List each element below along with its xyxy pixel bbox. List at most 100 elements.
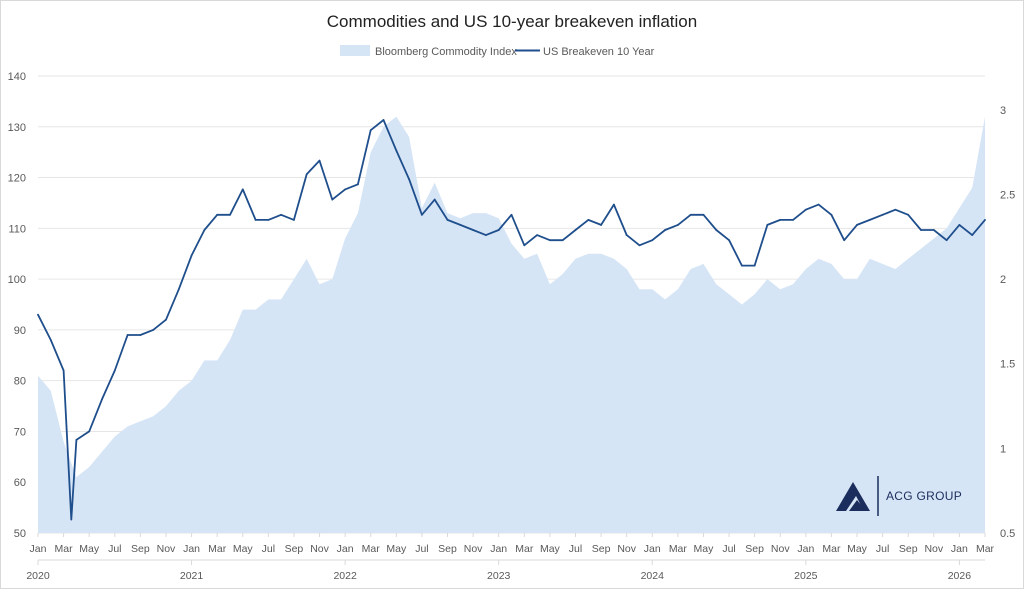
breakeven-point xyxy=(446,218,449,221)
month-tick-label: Jan xyxy=(183,543,200,555)
breakeven-point xyxy=(472,229,475,231)
breakeven-point xyxy=(830,213,833,216)
breakeven-point xyxy=(267,218,270,221)
breakeven-point xyxy=(638,244,641,247)
month-tick-label: May xyxy=(847,543,868,555)
month-tick-label: Mar xyxy=(208,543,227,555)
month-tick-label: Mar xyxy=(976,543,995,555)
month-tick-label: Jan xyxy=(951,543,968,555)
breakeven-point xyxy=(395,149,398,152)
left-tick-label: 120 xyxy=(8,173,26,185)
month-tick-label: Nov xyxy=(464,543,483,555)
month-tick-label: May xyxy=(386,543,407,555)
breakeven-point xyxy=(548,239,551,242)
breakeven-point xyxy=(126,334,129,336)
commodity-area-layer xyxy=(38,116,985,533)
breakeven-point xyxy=(932,229,935,231)
breakeven-point xyxy=(689,213,692,216)
month-tick-label: May xyxy=(233,543,254,555)
month-tick-label: Nov xyxy=(924,543,943,555)
breakeven-point xyxy=(753,264,756,267)
breakeven-point xyxy=(792,218,794,221)
breakeven-point xyxy=(241,188,244,191)
breakeven-point xyxy=(907,213,910,216)
month-tick-label: Mar xyxy=(362,543,381,555)
breakeven-point xyxy=(510,213,513,216)
breakeven-point xyxy=(254,218,257,221)
month-tick-label: Mar xyxy=(822,543,841,555)
logo-mountain-icon xyxy=(836,482,870,511)
breakeven-point xyxy=(229,213,231,216)
legend-label-commodity: Bloomberg Commodity Index xyxy=(375,46,517,58)
month-tick-label: Jan xyxy=(337,543,354,555)
breakeven-point xyxy=(293,218,295,221)
breakeven-point xyxy=(574,229,577,231)
month-tick-label: Jan xyxy=(30,543,47,555)
left-tick-label: 110 xyxy=(8,223,26,235)
breakeven-point xyxy=(651,239,654,242)
month-tick-label: Sep xyxy=(745,543,764,555)
month-tick-label: Sep xyxy=(285,543,304,555)
right-tick-label: 2.5 xyxy=(1000,189,1015,201)
breakeven-point xyxy=(165,318,167,321)
breakeven-point xyxy=(561,239,564,242)
breakeven-point xyxy=(817,203,820,206)
right-axis: 0.5 1 1.5 2 2.5 3 xyxy=(1000,105,1015,540)
acg-logo: ACG GROUP xyxy=(836,476,962,516)
logo-text: ACG GROUP xyxy=(886,489,962,503)
breakeven-point xyxy=(280,213,283,216)
month-tick-label: Sep xyxy=(899,543,918,555)
month-tick-label: Jan xyxy=(797,543,814,555)
left-tick-label: 60 xyxy=(14,477,26,489)
month-tick-label: Mar xyxy=(515,543,534,555)
chart-title: Commodities and US 10-year breakeven inf… xyxy=(327,12,697,31)
breakeven-point xyxy=(49,339,52,341)
breakeven-point xyxy=(728,239,730,242)
breakeven-point xyxy=(433,198,436,201)
breakeven-point xyxy=(971,234,974,237)
month-tick-label: May xyxy=(540,543,561,555)
commodity-index-area xyxy=(38,116,985,533)
year-tick-label: 2025 xyxy=(794,570,818,582)
month-tick-label: May xyxy=(79,543,100,555)
month-tick-label: Jul xyxy=(415,543,428,555)
breakeven-point xyxy=(894,208,897,211)
month-tick-label: Mar xyxy=(55,543,74,555)
month-tick-label: Jul xyxy=(262,543,275,555)
month-tick-label: Sep xyxy=(438,543,457,555)
left-tick-label: 70 xyxy=(14,426,26,438)
left-tick-label: 140 xyxy=(8,71,26,83)
breakeven-point xyxy=(920,229,922,231)
year-tick-label: 2020 xyxy=(26,570,50,582)
breakeven-point xyxy=(625,234,628,237)
breakeven-point xyxy=(152,328,155,331)
breakeven-point xyxy=(766,224,769,226)
breakeven-point xyxy=(740,264,743,267)
breakeven-point xyxy=(75,439,78,441)
breakeven-point xyxy=(664,229,666,231)
left-tick-label: 90 xyxy=(14,325,26,337)
breakeven-point xyxy=(382,119,385,121)
breakeven-point xyxy=(305,173,308,176)
legend-swatch-area xyxy=(340,45,370,56)
breakeven-point xyxy=(62,369,65,372)
left-tick-label: 50 xyxy=(14,528,26,540)
breakeven-point xyxy=(369,129,372,132)
month-tick-label: Jul xyxy=(569,543,582,555)
breakeven-line-layer xyxy=(37,119,986,521)
breakeven-point xyxy=(88,430,91,433)
left-axis: 50 60 70 80 90 100 110 120 130 140 xyxy=(8,71,26,540)
right-tick-label: 3 xyxy=(1000,105,1006,117)
breakeven-point xyxy=(843,239,846,242)
breakeven-point xyxy=(216,213,219,216)
month-tick-label: Jan xyxy=(644,543,661,555)
breakeven-point xyxy=(958,224,961,226)
left-tick-label: 130 xyxy=(8,122,26,134)
right-tick-label: 1 xyxy=(1000,443,1006,455)
month-tick-label: Mar xyxy=(669,543,688,555)
breakeven-point xyxy=(331,198,334,201)
x-axis: Jan Mar May Jul Sep Nov Jan Mar May Jul Sep Nov Jan M… xyxy=(26,533,995,582)
breakeven-point xyxy=(856,224,858,226)
breakeven-point xyxy=(536,234,538,237)
breakeven-point xyxy=(868,218,871,221)
